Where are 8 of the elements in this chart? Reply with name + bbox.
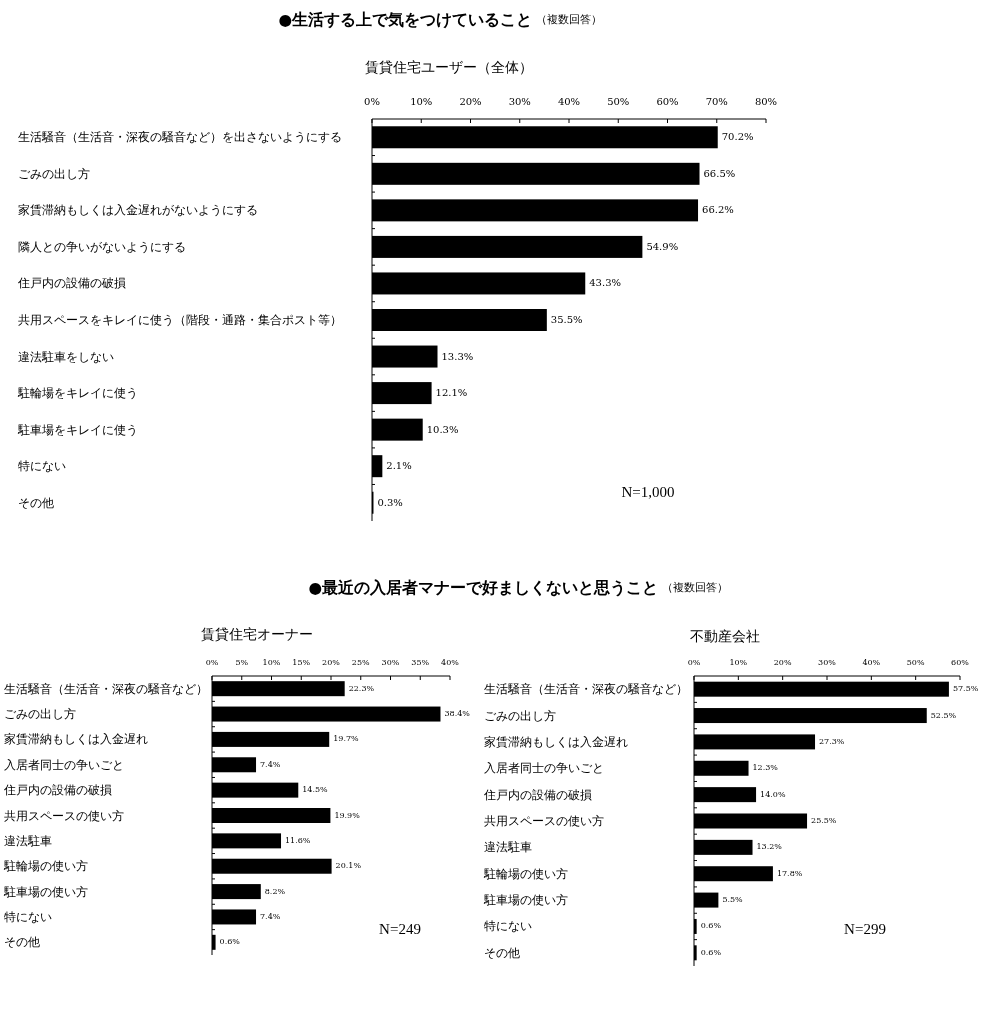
- subtitle: 賃貸住宅オーナー: [201, 626, 313, 642]
- title: ●生活する上で気をつけていること （複数回答）: [278, 10, 602, 29]
- title: ●最近の入居者マナーで好ましくないと思うこと （複数回答）: [308, 578, 728, 597]
- annotation: N=299: [844, 921, 886, 938]
- subtitle: 賃貸住宅ユーザー（全体）: [365, 59, 533, 75]
- subtitle: 不動産会社: [690, 628, 760, 644]
- annotation: N=249: [379, 921, 421, 938]
- annotation: N=1,000: [621, 484, 675, 501]
